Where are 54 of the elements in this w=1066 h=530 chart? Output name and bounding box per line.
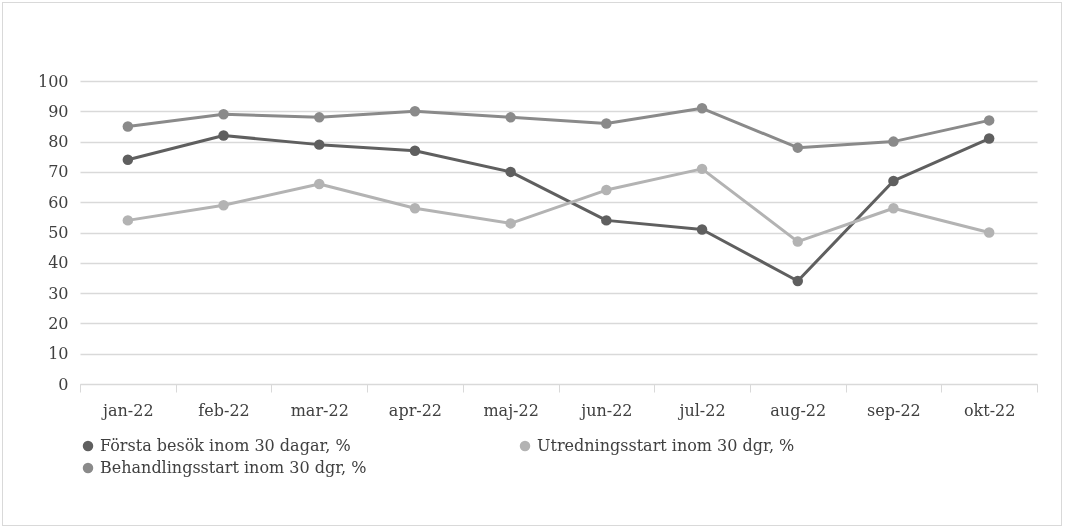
point — [314, 139, 325, 150]
point — [792, 236, 803, 247]
y-tick-label: 100 — [37, 71, 69, 91]
legend-label: Utredningsstart inom 30 dgr, % — [537, 436, 795, 455]
point — [218, 200, 229, 211]
y-tick-label: 40 — [48, 253, 69, 273]
x-tick-label: jan-22 — [101, 400, 154, 420]
x-tick-label: mar-22 — [290, 400, 349, 420]
point — [314, 178, 325, 190]
y-tick-label: 20 — [48, 313, 69, 333]
point — [314, 112, 325, 123]
y-tick-label: 90 — [48, 101, 69, 121]
y-tick-label: 10 — [48, 344, 69, 364]
x-tick-label: apr-22 — [388, 400, 443, 420]
legend-label: Behandlingsstart inom 30 dgr, % — [100, 458, 367, 477]
point — [218, 130, 229, 141]
point — [696, 163, 708, 175]
x-tick-label: jul-22 — [677, 400, 726, 420]
point — [122, 154, 134, 166]
point — [983, 227, 995, 238]
point — [505, 112, 516, 123]
point — [696, 103, 708, 114]
point — [122, 215, 134, 226]
point — [601, 118, 612, 129]
y-tick-label: 50 — [48, 223, 69, 242]
point — [505, 218, 516, 229]
point — [601, 215, 612, 226]
point — [983, 133, 995, 144]
x-tick-label: okt-22 — [963, 400, 1016, 420]
x-tick-label: sep-22 — [867, 400, 921, 420]
point — [409, 203, 421, 214]
x-tick-label: maj-22 — [483, 400, 539, 420]
point — [601, 184, 612, 196]
x-tick-label: aug-22 — [770, 400, 827, 420]
x-tick-label: jun-22 — [579, 400, 633, 420]
legend-label: Första besök inom 30 dagar, % — [100, 436, 351, 455]
point — [888, 175, 899, 187]
point — [888, 136, 899, 147]
point — [409, 106, 421, 117]
point — [122, 121, 134, 132]
y-tick-label: 0 — [58, 374, 69, 394]
y-tick-label: 70 — [48, 162, 69, 182]
point — [409, 145, 421, 156]
point — [218, 109, 229, 120]
y-tick-label: 80 — [48, 132, 69, 152]
point — [696, 224, 708, 235]
y-tick-label: 60 — [48, 192, 69, 212]
x-tick-label: feb-22 — [198, 400, 250, 420]
point — [792, 275, 803, 287]
y-tick-label: 30 — [48, 283, 69, 303]
point — [983, 115, 995, 126]
point — [888, 203, 899, 214]
point — [505, 166, 516, 178]
point — [792, 142, 803, 153]
